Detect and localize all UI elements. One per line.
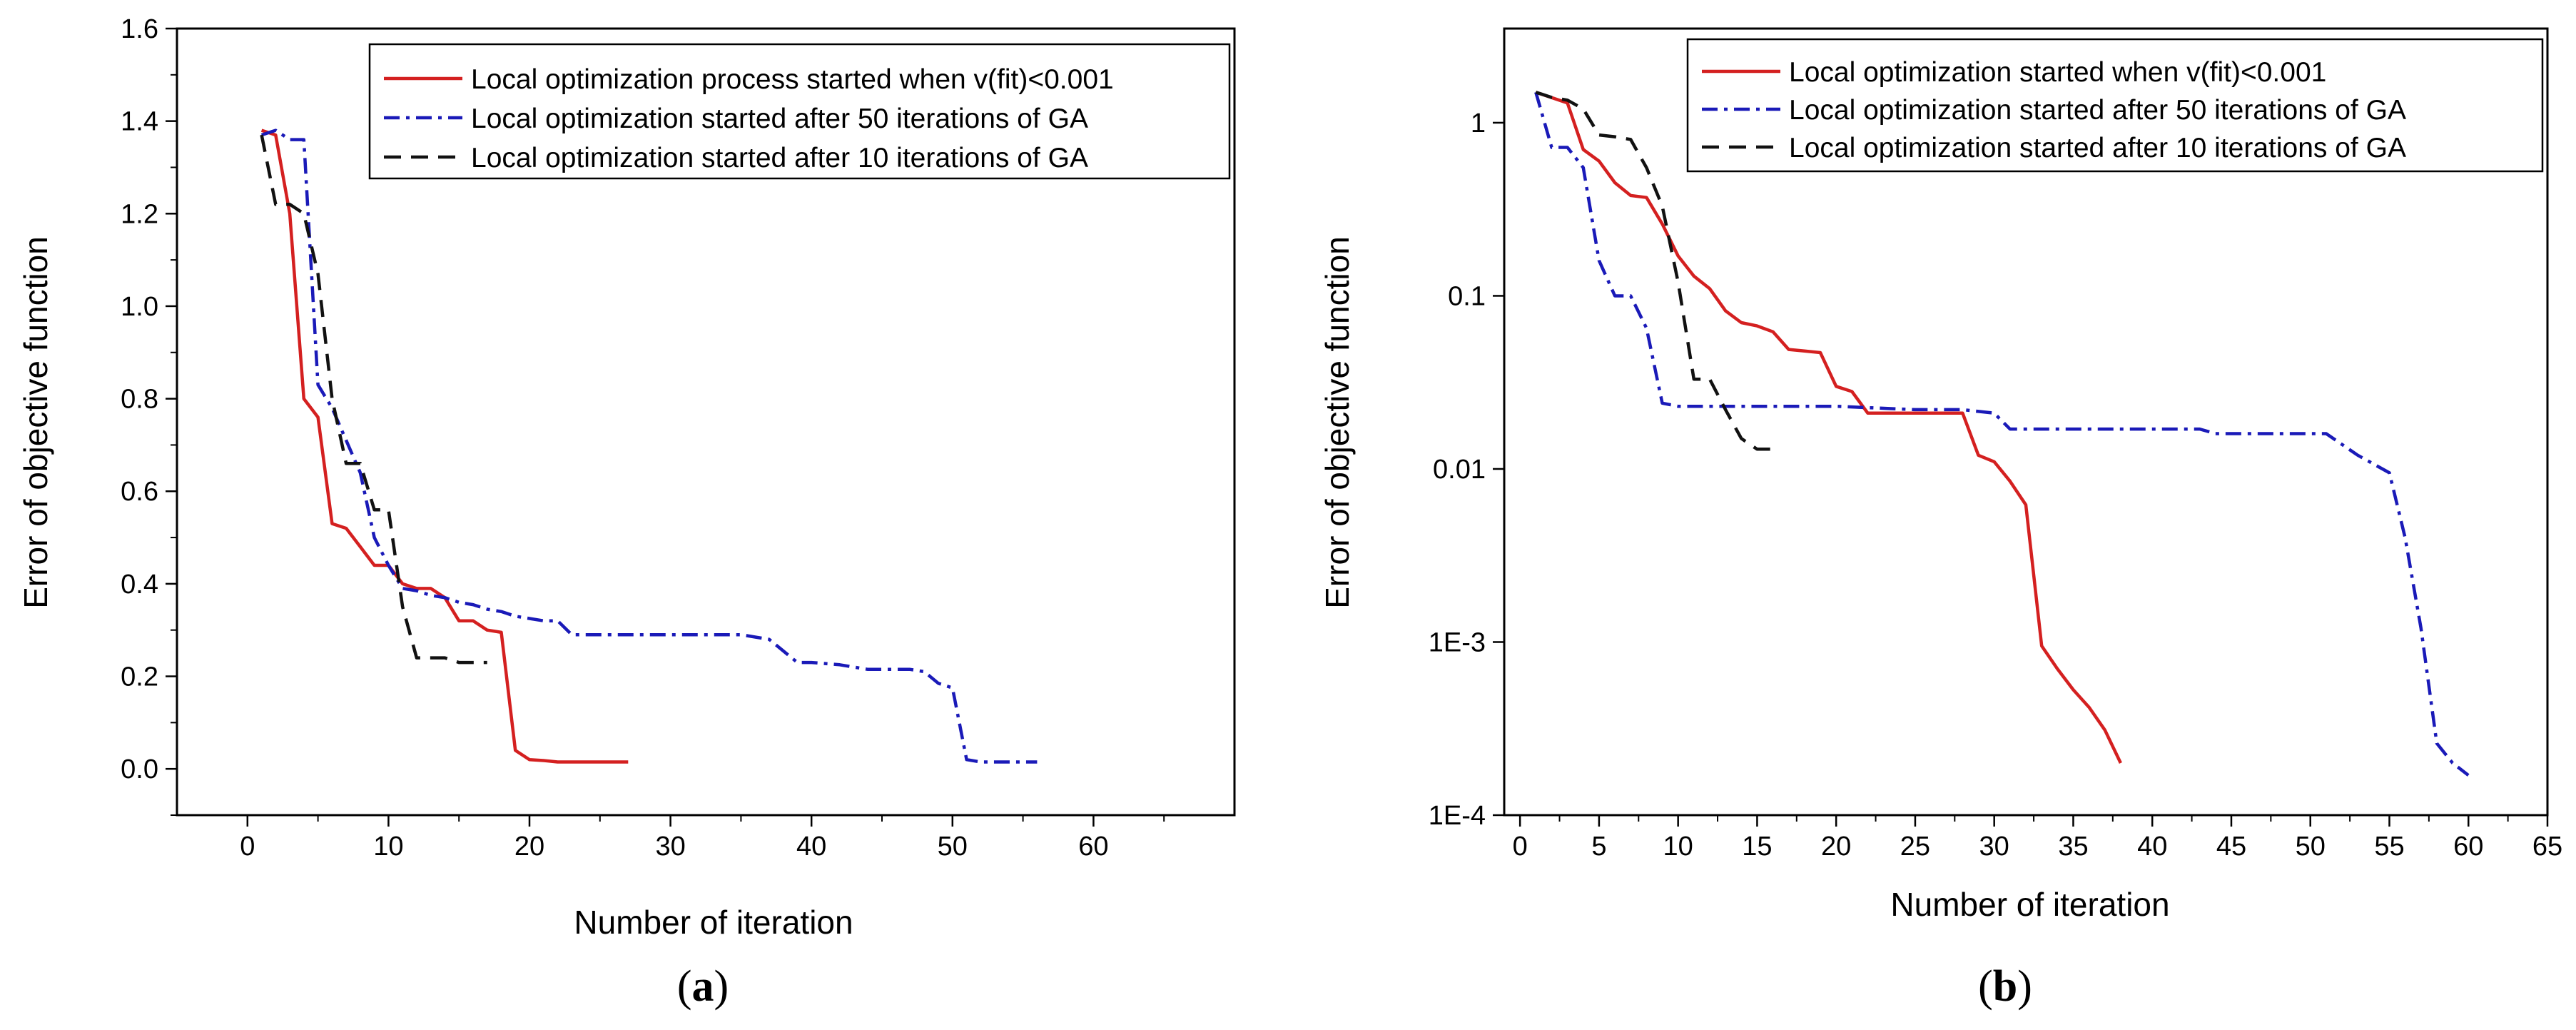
- y-tick-label: 1.0: [121, 292, 158, 322]
- series-group: [260, 128, 1038, 764]
- series-line-dashdot: [1534, 91, 2470, 777]
- x-tick-label: 40: [2137, 832, 2167, 862]
- y-tick-label: 1E-4: [1429, 801, 1486, 831]
- legend-label: Local optimization started after 50 iter…: [471, 103, 1088, 134]
- x-tick-label: 55: [2374, 832, 2404, 862]
- y-tick-label: 1.2: [121, 199, 158, 229]
- x-tick-label: 30: [1979, 832, 2009, 862]
- x-tick-label: 50: [938, 832, 968, 862]
- x-tick-label: 35: [2058, 832, 2088, 862]
- series-line-solid: [1535, 91, 2122, 764]
- series-group: [1534, 91, 2470, 777]
- axis-ticks-group: 0 10 20 30 40 50 60 0.0 0.2 0.4 0.6 0.8 1.0 1.2 1.4 1.6: [121, 14, 1165, 862]
- y-tick-label: 0.01: [1433, 455, 1486, 485]
- x-tick-label: 65: [2532, 832, 2562, 862]
- legend: Local optimization started when v(fit)<0…: [1686, 38, 2544, 173]
- x-tick-label: 60: [2453, 832, 2483, 862]
- legend-label: Local optimization process started when …: [471, 64, 1114, 95]
- panel-label-letter: b: [1993, 962, 2017, 1011]
- x-tick-label: 25: [1900, 832, 1930, 862]
- x-tick-label: 30: [655, 832, 685, 862]
- y-axis-title: Error of objective function: [1319, 236, 1356, 609]
- y-tick-label: 0.0: [121, 754, 158, 784]
- y-tick-label: 1: [1471, 108, 1486, 138]
- legend: Local optimization process started when …: [368, 43, 1231, 180]
- panel-label-paren: (: [1978, 962, 1993, 1011]
- x-tick-label: 45: [2216, 832, 2246, 862]
- legend-label: Local optimization started when v(fit)<0…: [1789, 57, 2326, 88]
- x-tick-label: 0: [240, 832, 255, 862]
- y-axis-title: Error of objective function: [17, 236, 54, 609]
- x-tick-label: 20: [514, 832, 544, 862]
- plot-frame: [176, 27, 1236, 817]
- x-tick-label: 50: [2296, 832, 2326, 862]
- x-tick-label: 40: [796, 832, 826, 862]
- x-tick-label: 60: [1078, 832, 1108, 862]
- y-tick-label: 1.6: [121, 14, 158, 44]
- x-tick-label: 5: [1591, 832, 1606, 862]
- y-tick-label: 0.8: [121, 385, 158, 415]
- series-line-dashdot: [260, 128, 1038, 764]
- y-tick-label: 0.1: [1448, 281, 1486, 311]
- x-tick-label: 0: [1513, 832, 1528, 862]
- panel-label-paren: (: [677, 962, 692, 1011]
- x-axis-title: Number of iteration: [1890, 886, 2169, 923]
- y-tick-label: 0.6: [121, 477, 158, 507]
- legend-label: Local optimization started after 10 iter…: [1789, 133, 2406, 163]
- y-tick-label: 1E-3: [1429, 627, 1486, 657]
- legend-label: Local optimization started after 50 iter…: [1789, 95, 2406, 126]
- panel-label-paren: ): [2017, 962, 2032, 1011]
- panel-label: (a): [677, 962, 729, 1011]
- axis-ticks-group: 0 5 10 15 20 25 30 35 40 45 50 55 60 65 1E-4 1E-3 0.01 0.…: [1429, 108, 2562, 862]
- legend-box: [368, 43, 1231, 180]
- chart-panel-a: 0 10 20 30 40 50 60 0.0 0.2 0.4 0.6 0.8 1.0 1.2 1.4 1.6…: [17, 14, 1236, 1011]
- y-tick-label: 0.4: [121, 570, 158, 600]
- series-line-solid: [260, 128, 629, 764]
- chart-panel-b: 0 5 10 15 20 25 30 35 40 45 50 55 60 65 1E-4 1E-3 0.01 0.…: [1319, 27, 2562, 1011]
- legend-box: [1686, 38, 2544, 173]
- panel-label-paren: ): [714, 962, 729, 1011]
- y-tick-label: 1.4: [121, 107, 158, 137]
- x-tick-label: 20: [1821, 832, 1851, 862]
- x-tick-label: 10: [373, 832, 403, 862]
- x-tick-label: 10: [1663, 832, 1693, 862]
- plot-frame: [1503, 27, 2549, 817]
- series-line-dashed: [260, 134, 487, 665]
- panel-label: (b): [1978, 962, 2032, 1011]
- y-tick-label: 0.2: [121, 662, 158, 692]
- panel-label-letter: a: [692, 962, 714, 1011]
- x-tick-label: 15: [1742, 832, 1772, 862]
- series-line-dashed: [1535, 91, 1773, 451]
- legend-label: Local optimization started after 10 iter…: [471, 143, 1088, 173]
- x-axis-title: Number of iteration: [574, 904, 853, 941]
